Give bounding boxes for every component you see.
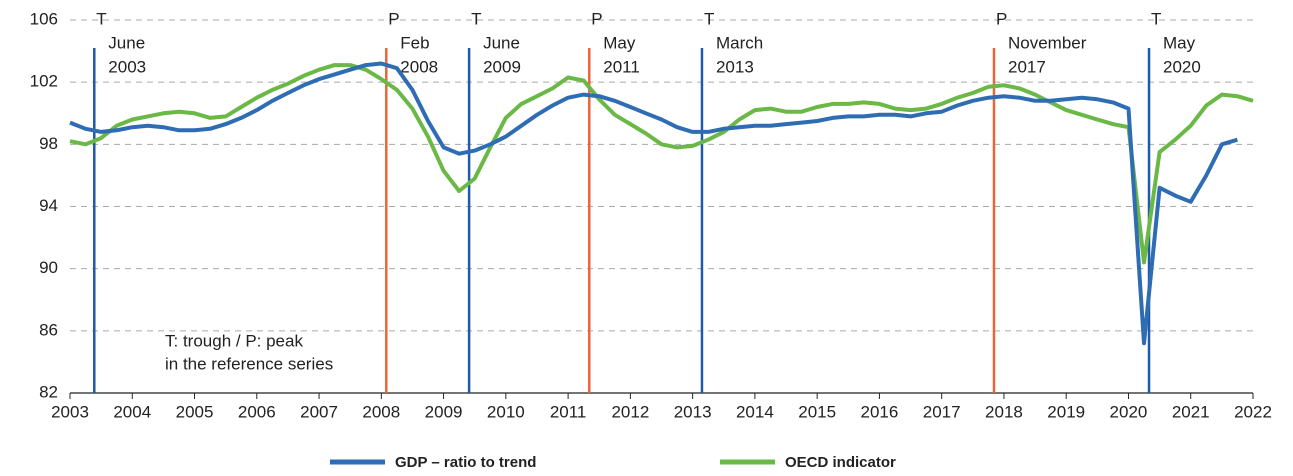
x-tick-label: 2021 <box>1172 402 1210 421</box>
y-tick-label: 102 <box>30 72 58 91</box>
x-tick-label: 2006 <box>238 402 276 421</box>
x-tick-label: 2017 <box>923 402 961 421</box>
reference-label: 2003 <box>108 57 146 76</box>
x-tick-label: 2013 <box>674 402 712 421</box>
reference-label: 2020 <box>1163 57 1201 76</box>
reference-kind: T <box>704 9 714 28</box>
reference-label: 2017 <box>1008 57 1046 76</box>
note-line: in the reference series <box>165 354 333 373</box>
reference-label: 2009 <box>483 57 521 76</box>
series-line <box>69 61 1238 346</box>
y-tick-label: 94 <box>39 196 58 215</box>
y-tick-label: 98 <box>39 134 58 153</box>
reference-label: June <box>108 33 145 52</box>
reference-kind: P <box>591 9 602 28</box>
reference-label: 2008 <box>400 57 438 76</box>
reference-label: 2011 <box>603 57 640 76</box>
reference-label: 2013 <box>716 57 754 76</box>
y-tick-label: 82 <box>39 382 58 401</box>
reference-label: May <box>1163 33 1196 52</box>
reference-kind: T <box>471 9 481 28</box>
reference-kind: P <box>996 9 1007 28</box>
series-line <box>69 63 1254 265</box>
x-tick-label: 2008 <box>362 402 400 421</box>
x-tick-label: 2003 <box>51 402 89 421</box>
legend-text: GDP – ratio to trend <box>395 454 536 471</box>
x-tick-label: 2016 <box>861 402 899 421</box>
x-tick-label: 2005 <box>176 402 214 421</box>
reference-label: May <box>603 33 636 52</box>
y-tick-label: 86 <box>39 320 58 339</box>
x-tick-label: 2007 <box>300 402 338 421</box>
x-tick-label: 2010 <box>487 402 525 421</box>
x-tick-label: 2014 <box>736 402 774 421</box>
x-tick-label: 2004 <box>113 402 151 421</box>
legend-text: OECD indicator <box>785 454 896 471</box>
reference-label: March <box>716 33 763 52</box>
reference-kind: T <box>1151 9 1161 28</box>
x-tick-label: 2020 <box>1110 402 1148 421</box>
note-line: T: trough / P: peak <box>165 331 303 350</box>
reference-label: June <box>483 33 520 52</box>
y-tick-label: 106 <box>30 9 58 28</box>
x-tick-label: 2011 <box>550 402 587 421</box>
x-tick-label: 2022 <box>1234 402 1272 421</box>
x-tick-label: 2015 <box>798 402 836 421</box>
x-tick-label: 2012 <box>611 402 649 421</box>
x-tick-label: 2018 <box>985 402 1023 421</box>
reference-label: November <box>1008 33 1087 52</box>
x-tick-label: 2009 <box>425 402 463 421</box>
reference-kind: T <box>96 9 106 28</box>
y-tick-label: 90 <box>39 258 58 277</box>
x-tick-label: 2019 <box>1047 402 1085 421</box>
reference-kind: P <box>388 9 399 28</box>
reference-label: Feb <box>400 33 429 52</box>
